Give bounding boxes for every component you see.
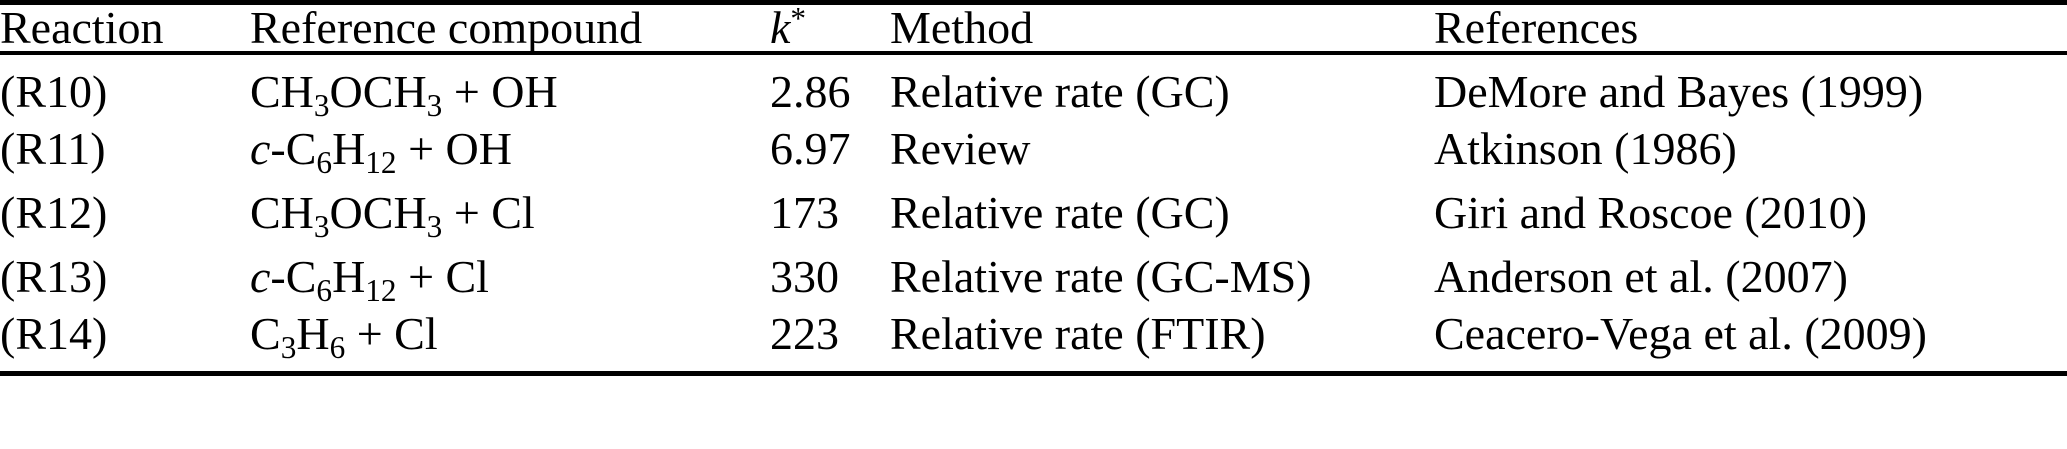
reaction-id-cell: (R11) [0,123,106,174]
method-cell: Relative rate (FTIR) [890,307,1266,359]
method-cell: Relative rate (GC-MS) [890,251,1312,302]
table-row: (R12) CH3OCH3 + Cl 173 Relative rate (GC… [0,181,2067,245]
reference-compound-cell: c-C6H12 + Cl [250,251,489,308]
method-cell: Review [890,123,1031,174]
reference-citation-cell: DeMore and Bayes (1999) [1434,66,1924,117]
column-header-method: Method [890,2,1034,53]
column-header-reference-compound: Reference compound [250,2,643,53]
reference-citation-cell: Anderson et al. (2007) [1434,251,1848,302]
table-header-row: Reaction Reference compound k* Method Re… [0,0,2067,53]
reference-compound-cell: C3H6 + Cl [250,307,438,365]
reaction-id-cell: (R12) [0,187,108,238]
table-row: (R14) C3H6 + Cl 223 Relative rate (FTIR)… [0,309,2067,373]
column-header-reaction: Reaction [0,2,164,53]
reaction-id-cell: (R13) [0,251,108,302]
rate-constants-table: Reaction Reference compound k* Method Re… [0,0,2067,376]
rate-constant-cell: 330 [770,251,839,302]
reference-citation-cell: Atkinson (1986) [1434,123,1737,174]
method-cell: Relative rate (GC) [890,187,1230,238]
rate-constant-cell: 173 [770,187,839,238]
rate-constant-cell: 6.97 [770,123,851,174]
table-row: (R13) c-C6H12 + Cl 330 Relative rate (GC… [0,245,2067,309]
reference-compound-cell: CH3OCH3 + Cl [250,187,535,244]
reference-compound-cell: c-C6H12 + OH [250,123,512,180]
table-row: (R11) c-C6H12 + OH 6.97 Review Atkinson … [0,117,2067,181]
rate-constant-cell: 2.86 [770,66,851,117]
reference-compound-cell: CH3OCH3 + OH [250,66,558,123]
method-cell: Relative rate (GC) [890,66,1230,117]
column-header-k-star: k* [770,0,807,53]
rate-constant-cell: 223 [770,307,839,359]
table-row: (R10) CH3OCH3 + OH 2.86 Relative rate (G… [0,53,2067,123]
reaction-id-cell: (R14) [0,307,108,359]
reference-citation-cell: Ceacero-Vega et al. (2009) [1434,307,1927,359]
reaction-id-cell: (R10) [0,66,108,117]
column-header-references: References [1434,2,1639,53]
reference-citation-cell: Giri and Roscoe (2010) [1434,187,1868,238]
